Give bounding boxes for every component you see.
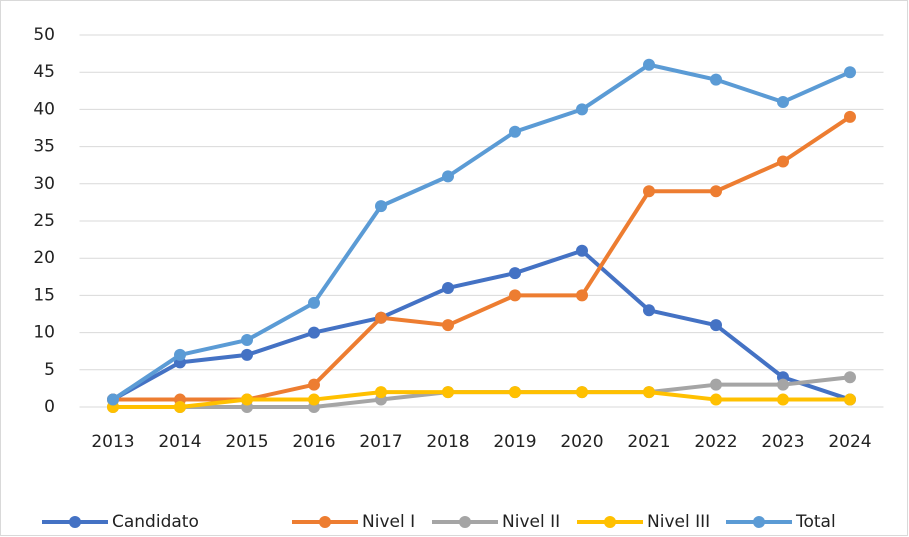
data-point	[844, 371, 856, 384]
y-tick-label: 0	[44, 397, 55, 417]
x-tick-label: 2020	[560, 432, 603, 452]
data-point	[308, 296, 320, 309]
data-point	[643, 58, 655, 71]
data-point	[777, 393, 789, 406]
data-point	[509, 289, 521, 302]
data-point	[174, 348, 186, 361]
legend-marker	[69, 516, 81, 528]
x-tick-label: 2019	[493, 432, 536, 452]
y-tick-label: 50	[33, 25, 55, 45]
y-tick-label: 35	[33, 137, 55, 157]
series-line	[111, 62, 851, 402]
data-point	[844, 393, 856, 406]
y-tick-label: 5	[44, 360, 55, 380]
x-tick-label: 2014	[158, 432, 201, 452]
legend-label: Nivel I	[362, 512, 415, 532]
y-tick-label: 25	[33, 211, 55, 231]
data-point	[308, 393, 320, 406]
data-point	[710, 185, 722, 198]
y-tick-label: 40	[33, 99, 55, 119]
x-tick-label: 2023	[761, 432, 804, 452]
legend-marker	[459, 516, 471, 528]
data-point	[777, 378, 789, 391]
y-tick-label: 15	[33, 285, 55, 305]
x-tick-label: 2013	[91, 432, 134, 452]
data-point	[576, 386, 588, 399]
data-point	[643, 304, 655, 317]
x-tick-label: 2022	[694, 432, 737, 452]
data-point	[442, 281, 454, 294]
legend-label: Candidato	[112, 512, 199, 532]
series-line	[113, 390, 850, 409]
legend-label: Nivel III	[647, 512, 710, 532]
data-point	[375, 386, 387, 399]
data-point	[777, 155, 789, 168]
data-point	[844, 110, 856, 123]
data-point	[777, 95, 789, 108]
legend-marker	[604, 516, 616, 528]
data-point	[375, 200, 387, 213]
y-tick-label: 10	[33, 323, 55, 343]
legend-label: Nivel II	[502, 512, 560, 532]
data-point	[241, 393, 253, 406]
data-point	[643, 185, 655, 198]
data-point	[710, 319, 722, 332]
data-point	[241, 348, 253, 361]
data-point	[576, 289, 588, 302]
x-tick-label: 2016	[292, 432, 335, 452]
data-point	[107, 393, 119, 406]
data-point	[643, 386, 655, 399]
legend-label: Total	[795, 512, 836, 532]
data-point	[308, 326, 320, 339]
data-point	[442, 319, 454, 332]
data-point	[576, 244, 588, 257]
data-point	[241, 334, 253, 347]
x-tick-label: 2024	[828, 432, 871, 452]
data-point	[509, 386, 521, 399]
data-point	[174, 401, 186, 413]
data-point	[710, 393, 722, 406]
data-point	[710, 73, 722, 86]
x-tick-label: 2021	[627, 432, 670, 452]
data-point	[442, 386, 454, 399]
data-point	[576, 103, 588, 116]
data-point	[375, 311, 387, 324]
x-tick-label: 2018	[426, 432, 469, 452]
data-point	[509, 267, 521, 280]
data-point	[710, 378, 722, 391]
series-line	[112, 248, 851, 402]
x-tick-label: 2017	[359, 432, 402, 452]
data-point	[509, 125, 521, 138]
data-point	[308, 378, 320, 391]
y-tick-label: 45	[33, 62, 55, 82]
y-tick-label: 20	[33, 248, 55, 268]
legend-marker	[319, 516, 331, 528]
y-tick-label: 30	[33, 174, 55, 194]
x-tick-label: 2015	[225, 432, 268, 452]
data-point	[442, 170, 454, 183]
data-point	[844, 66, 856, 79]
legend-marker	[753, 516, 765, 528]
